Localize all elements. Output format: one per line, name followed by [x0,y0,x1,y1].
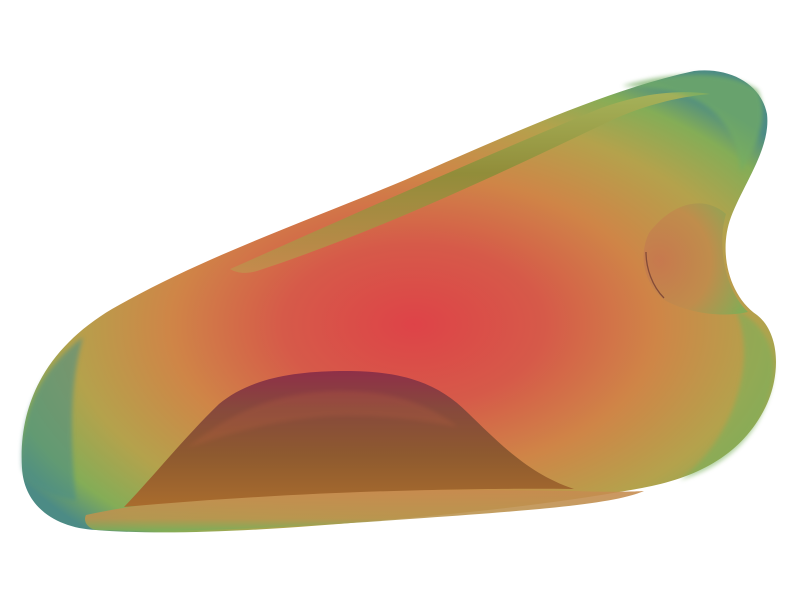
lower-flange [85,490,644,531]
right-edge-shadow [680,310,774,480]
left-edge-shadow [21,337,83,501]
dome-highlight [187,390,458,448]
top-right-rim [622,74,763,172]
inner-dome [124,371,574,507]
right-notch-surface [643,203,748,315]
right-seam-line [645,251,665,299]
top-fold-band [230,92,710,273]
